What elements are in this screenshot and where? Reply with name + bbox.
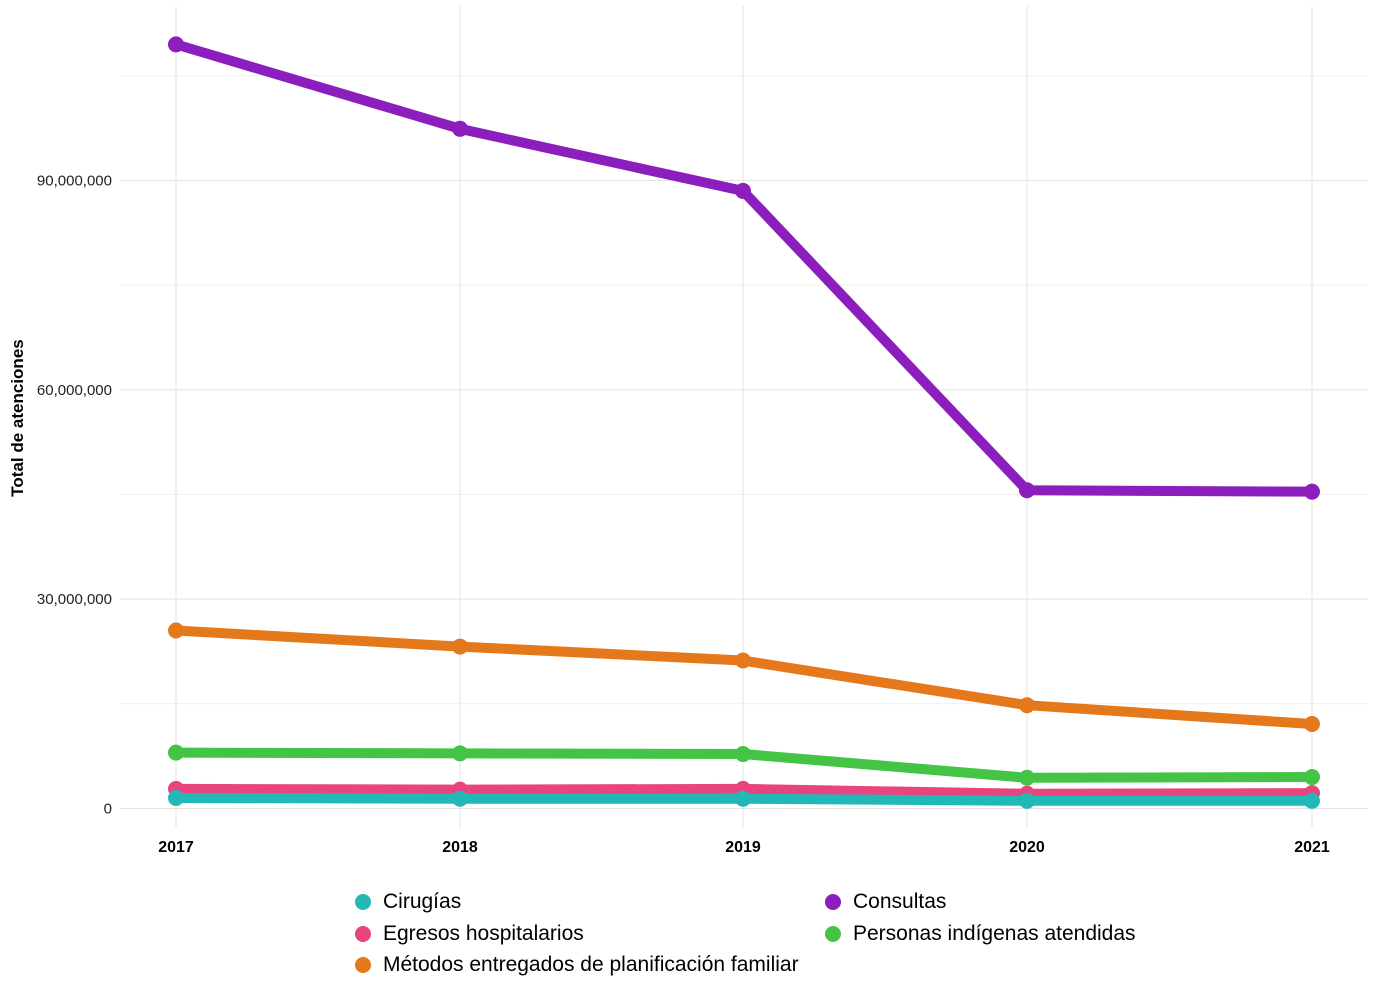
legend-item-indigenas: Personas indígenas atendidas xyxy=(822,920,1136,948)
legend-label: Cirugías xyxy=(383,890,462,913)
data-point xyxy=(1304,792,1320,809)
series-line xyxy=(171,625,1317,730)
legend-label: Métodos entregados de planificación fami… xyxy=(383,953,799,976)
legend-item-metodos: Métodos entregados de planificación fami… xyxy=(352,951,799,979)
y-axis-title: Total de atenciones xyxy=(8,339,27,496)
x-tick-label: 2018 xyxy=(442,839,478,856)
data-point xyxy=(1019,697,1035,714)
y-tick-label: 30,000,000 xyxy=(37,591,112,608)
legend-key-cirugias xyxy=(352,891,374,913)
legend-item-consultas: Consultas xyxy=(822,888,946,916)
legend-key-egresos xyxy=(352,923,374,945)
data-point xyxy=(1019,792,1035,809)
legend-swatch xyxy=(825,894,841,910)
series-personas-ind-genas-atendidas xyxy=(168,744,1320,786)
legend-swatch xyxy=(355,926,371,942)
legend-key-metodos xyxy=(352,954,374,976)
legend-key-consultas xyxy=(822,891,844,913)
data-point xyxy=(168,744,184,761)
data-point xyxy=(452,745,468,762)
legend-key-indigenas xyxy=(822,923,844,945)
legend-item-cirugias: Cirugías xyxy=(352,888,461,916)
legend-swatch xyxy=(825,926,841,942)
data-point xyxy=(735,746,751,763)
legend-label: Consultas xyxy=(853,890,947,913)
x-tick-label: 2017 xyxy=(158,839,194,856)
data-point xyxy=(1019,482,1035,499)
grid-lines xyxy=(120,6,1368,828)
data-point xyxy=(1304,483,1320,500)
line-chart: 0 30,000,000 60,000,000 90,000,000 2017 2018… xyxy=(8,6,1368,856)
y-tick-label: 60,000,000 xyxy=(37,382,112,399)
series-line xyxy=(171,39,1317,497)
x-tick-label: 2021 xyxy=(1294,839,1330,856)
data-point xyxy=(735,182,751,199)
x-tick-label: 2019 xyxy=(725,839,761,856)
data-point xyxy=(1019,769,1035,786)
legend-label: Personas indígenas atendidas xyxy=(853,922,1136,945)
legend-swatch xyxy=(355,957,371,973)
series-consultas xyxy=(168,36,1320,500)
data-point xyxy=(452,638,468,655)
series-m-todos-entregados-de-planificaci-n-familiar xyxy=(168,622,1320,733)
data-point xyxy=(735,652,751,669)
data-point xyxy=(452,790,468,807)
x-axis-ticks: 2017 2018 2019 2020 2021 xyxy=(158,839,1330,856)
series-layer xyxy=(168,36,1320,809)
data-point xyxy=(168,36,184,53)
data-point xyxy=(452,120,468,137)
legend: Cirugías Consultas Egresos hospitalarios… xyxy=(352,888,1312,984)
y-tick-label: 0 xyxy=(104,800,112,817)
data-point xyxy=(168,622,184,639)
data-point xyxy=(1304,769,1320,786)
series-cirug-as xyxy=(168,789,1320,809)
y-tick-label: 90,000,000 xyxy=(37,172,112,189)
legend-label: Egresos hospitalarios xyxy=(383,922,584,945)
data-point xyxy=(735,790,751,807)
data-point xyxy=(168,789,184,806)
legend-swatch xyxy=(355,894,371,910)
x-tick-label: 2020 xyxy=(1009,839,1045,856)
y-axis-ticks: 0 30,000,000 60,000,000 90,000,000 xyxy=(37,172,112,817)
legend-item-egresos: Egresos hospitalarios xyxy=(352,920,584,948)
data-point xyxy=(1304,716,1320,733)
